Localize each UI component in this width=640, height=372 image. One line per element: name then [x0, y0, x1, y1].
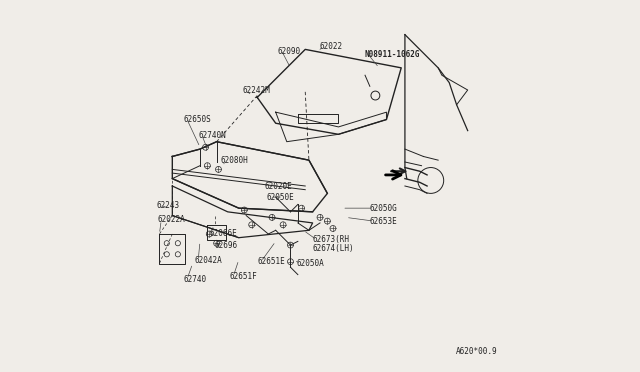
Text: 62651E: 62651E	[257, 257, 285, 266]
Text: 62080H: 62080H	[220, 155, 248, 165]
Text: 62022A: 62022A	[157, 215, 186, 224]
Text: 62022: 62022	[320, 42, 343, 51]
Text: 62740: 62740	[184, 275, 207, 283]
Text: 62050G: 62050G	[370, 203, 397, 213]
Text: 62242M: 62242M	[243, 86, 270, 95]
Text: 62696: 62696	[215, 241, 238, 250]
Text: 62042A: 62042A	[195, 256, 222, 265]
Text: 62740N: 62740N	[198, 131, 226, 140]
Text: A620*00.9: A620*00.9	[456, 347, 497, 356]
Text: 62243: 62243	[157, 201, 180, 210]
Text: 62650S: 62650S	[184, 115, 211, 124]
Text: 62673(RH: 62673(RH	[312, 235, 349, 244]
Text: 62090: 62090	[278, 47, 301, 56]
Text: 62050A: 62050A	[296, 259, 324, 268]
Text: 62050E: 62050E	[266, 193, 294, 202]
Text: N08911-1062G: N08911-1062G	[364, 51, 420, 60]
Text: 62020E: 62020E	[264, 182, 292, 191]
Text: 62653E: 62653E	[370, 217, 397, 225]
Text: 62066E: 62066E	[209, 229, 237, 238]
Text: 62674(LH): 62674(LH)	[312, 244, 355, 253]
Text: 62651F: 62651F	[230, 272, 257, 281]
